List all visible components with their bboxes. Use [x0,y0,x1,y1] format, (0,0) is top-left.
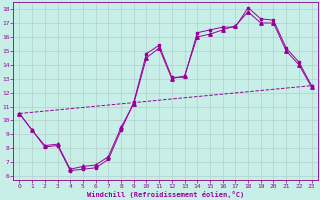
X-axis label: Windchill (Refroidissement éolien,°C): Windchill (Refroidissement éolien,°C) [87,191,244,198]
